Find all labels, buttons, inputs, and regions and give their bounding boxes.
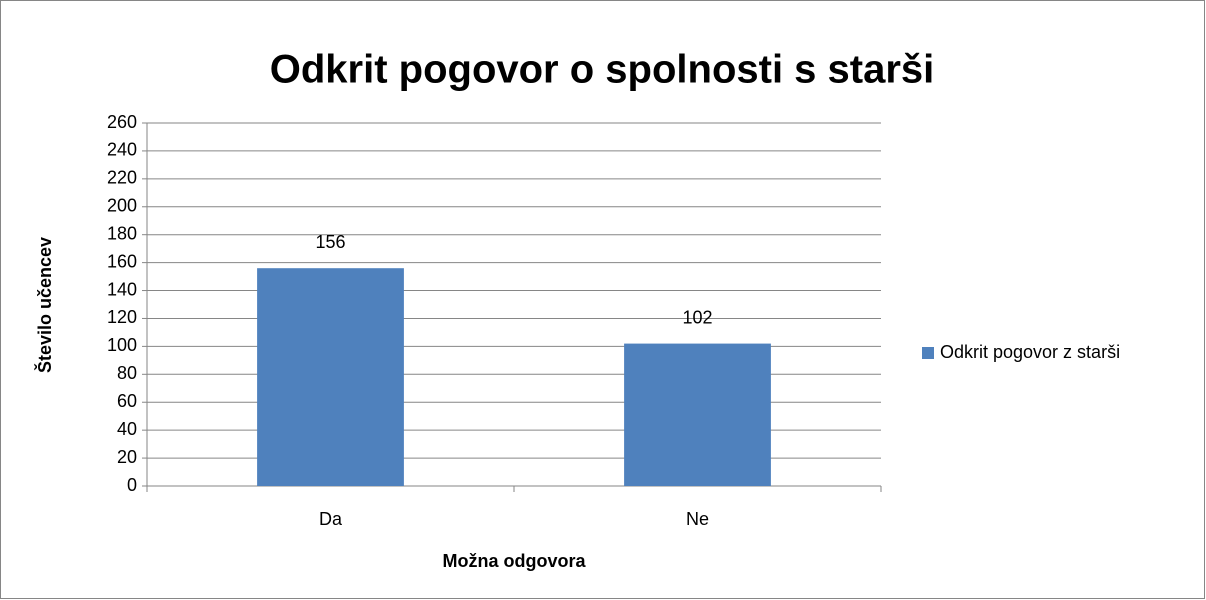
- chart-title: Odkrit pogovor o spolnosti s starši: [270, 48, 935, 92]
- y-tick-label: 180: [107, 223, 137, 243]
- y-tick-label: 100: [107, 335, 137, 355]
- x-tick-label: Ne: [686, 509, 709, 529]
- y-tick-label: 120: [107, 307, 137, 327]
- y-tick-label: 220: [107, 168, 137, 188]
- y-tick-label: 40: [117, 419, 137, 439]
- y-tick-label: 60: [117, 391, 137, 411]
- y-tick-label: 140: [107, 279, 137, 299]
- y-tick-label: 20: [117, 447, 137, 467]
- x-tick-label: Da: [319, 509, 343, 529]
- data-label: 156: [315, 232, 345, 252]
- legend-swatch: [922, 347, 934, 359]
- legend-label: Odkrit pogovor z starši: [940, 342, 1120, 362]
- y-tick-label: 80: [117, 363, 137, 383]
- y-tick-label: 200: [107, 196, 137, 216]
- y-axis-label: Število učencev: [34, 237, 55, 373]
- bar: [257, 268, 404, 486]
- x-axis-label: Možna odgovora: [443, 551, 587, 571]
- y-tick-label: 240: [107, 140, 137, 160]
- y-tick-label: 160: [107, 251, 137, 271]
- y-tick-label: 260: [107, 112, 137, 132]
- data-label: 102: [682, 307, 712, 327]
- bar: [624, 343, 771, 486]
- y-tick-label: 0: [127, 475, 137, 495]
